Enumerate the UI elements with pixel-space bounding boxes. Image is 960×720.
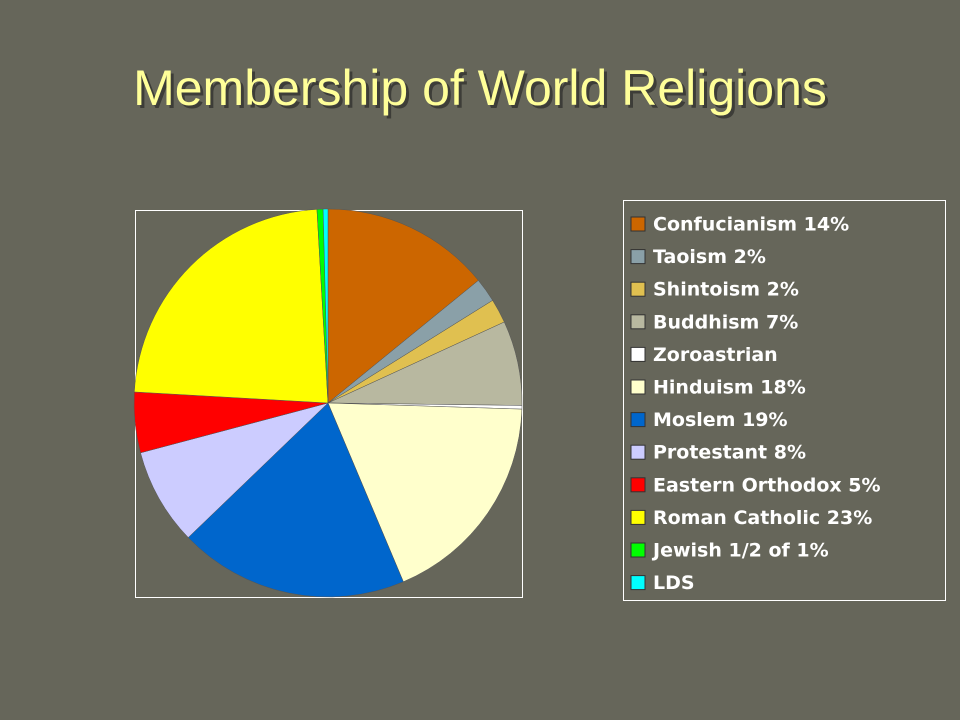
legend-label: Zoroastrian xyxy=(653,344,778,366)
legend-swatch xyxy=(630,314,646,330)
legend-label: Buddhism 7% xyxy=(653,311,798,333)
legend-label: LDS xyxy=(653,572,695,594)
legend-swatch xyxy=(630,477,646,493)
pie-slice xyxy=(134,209,329,404)
pie-slice xyxy=(140,402,329,538)
legend-label: Protestant 8% xyxy=(653,442,806,464)
legend-label: Hinduism 18% xyxy=(653,377,806,399)
legend-swatch xyxy=(630,509,646,525)
legend-label: Jewish 1/2 of 1% xyxy=(651,540,829,562)
legend-label: Taoism 2% xyxy=(653,246,766,268)
legend-label: Shintoism 2% xyxy=(653,279,799,301)
pie-slice xyxy=(327,402,523,583)
legend-swatch xyxy=(630,216,646,232)
chart-title: Membership of World Religions xyxy=(133,60,827,116)
pie-slice xyxy=(327,208,479,404)
pie-slice xyxy=(187,402,404,598)
legend-frame xyxy=(623,200,946,601)
legend-label: Roman Catholic 23% xyxy=(653,507,872,529)
legend-label: Moslem 19% xyxy=(653,409,788,431)
legend-label: Eastern Orthodox 5% xyxy=(653,474,881,496)
legend-swatch xyxy=(630,542,646,558)
legend-swatch xyxy=(630,346,646,362)
legend-swatch xyxy=(630,412,646,428)
pie-slice xyxy=(322,208,329,404)
title-shadow: Membership of World Religions xyxy=(136,63,830,119)
legend: Confucianism 14% Taoism 2% Shintoism 2% Bud… xyxy=(630,214,881,594)
legend-swatch xyxy=(630,379,646,395)
legend-swatch xyxy=(630,575,646,591)
legend-label: Confucianism 14% xyxy=(653,214,849,236)
legend-swatch xyxy=(630,281,646,297)
legend-swatch xyxy=(630,249,646,265)
pie xyxy=(133,208,523,598)
legend-swatch xyxy=(630,444,646,460)
